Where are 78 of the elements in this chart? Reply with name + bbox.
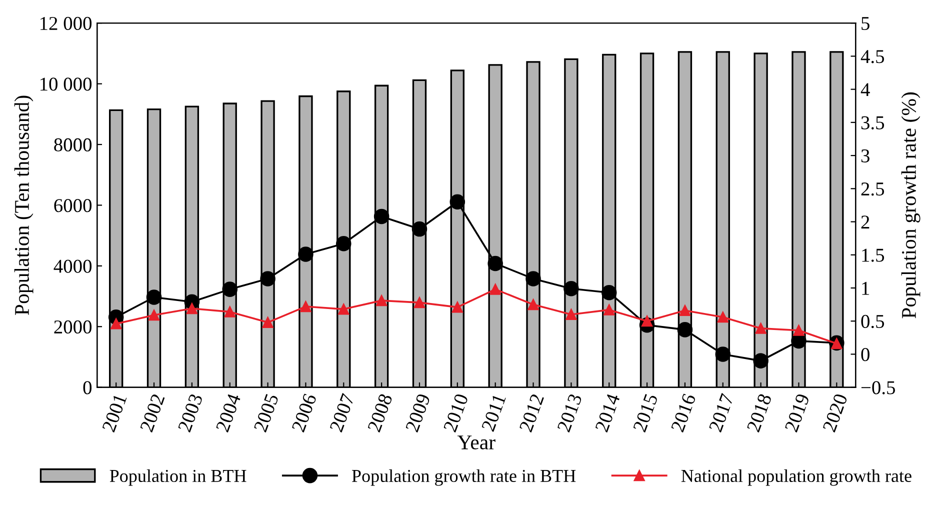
- point: [753, 353, 768, 368]
- point: [755, 322, 766, 334]
- x-axis-title: Year: [457, 436, 496, 450]
- y2-tick-label: 2.5: [861, 182, 884, 196]
- y2-axis-title: Population growth rate (%): [901, 92, 920, 318]
- point: [298, 246, 314, 262]
- point: [526, 271, 541, 286]
- legend-label: Population in BTH: [110, 469, 246, 486]
- point: [490, 284, 501, 295]
- point: [300, 300, 312, 312]
- point: [338, 304, 350, 315]
- y2-tick-label: 5: [862, 17, 870, 30]
- point: [414, 296, 426, 308]
- point: [793, 324, 804, 336]
- x-tick-label: 2017: [708, 392, 734, 433]
- x-tick-label: 2002: [140, 393, 165, 433]
- point: [604, 304, 615, 316]
- y-tick-label: 8000: [54, 138, 92, 152]
- x-tick-label: 2016: [670, 392, 696, 433]
- point: [450, 194, 466, 210]
- x-tick-label: 2006: [292, 392, 317, 433]
- x-tick-label: 2013: [557, 393, 582, 433]
- point: [564, 281, 579, 296]
- x-tick-label: 2012: [519, 393, 544, 433]
- y2-tick-label: 2: [861, 216, 870, 228]
- y-tick-label: 0: [83, 381, 92, 394]
- point: [222, 282, 238, 297]
- y2-tick-label: 3: [861, 149, 870, 162]
- point: [260, 271, 276, 286]
- y2-tick-label: 4.5: [860, 50, 884, 64]
- point: [679, 304, 691, 316]
- x-tick-label: 2003: [178, 393, 203, 433]
- y2-tick-label: 3.5: [861, 116, 884, 130]
- x-tick-label: 2014: [594, 392, 620, 433]
- point: [566, 308, 577, 320]
- y2-tick-label: 1.5: [862, 248, 884, 262]
- x-tick-label: 2005: [254, 393, 279, 433]
- point: [677, 322, 693, 338]
- y-axis-title: Population (Ten thousand): [14, 96, 34, 315]
- y-tick-label: 10 000: [40, 78, 92, 91]
- y-tick-label: 6000: [54, 199, 92, 212]
- point: [715, 346, 731, 362]
- x-tick-label: 2019: [784, 393, 810, 433]
- y2-tick-label: 1: [862, 282, 870, 295]
- point: [452, 302, 463, 313]
- point: [374, 208, 390, 224]
- point: [110, 318, 122, 330]
- y2-tick-label: 0: [861, 348, 870, 362]
- y2-tick-label: 4: [860, 83, 870, 96]
- y2-tick-label: −0.5: [861, 381, 895, 394]
- point: [376, 295, 388, 306]
- point: [262, 316, 274, 328]
- y2-tick-label: 0.5: [861, 314, 884, 328]
- y-tick-label: 4000: [54, 260, 92, 273]
- legend-label: National population growth rate: [681, 469, 912, 486]
- x-tick-label: 2004: [216, 392, 241, 433]
- point: [336, 236, 352, 252]
- x-tick-label: 2010: [443, 393, 468, 433]
- y-tick-label: 12 000: [40, 16, 92, 30]
- point: [224, 306, 236, 318]
- x-tick-label: 2015: [632, 393, 658, 433]
- point: [186, 302, 198, 314]
- point: [717, 312, 728, 323]
- x-tick-label: 2009: [405, 393, 430, 433]
- x-tick-label: 2008: [367, 393, 393, 433]
- point: [601, 284, 617, 300]
- x-tick-label: 2018: [746, 393, 772, 433]
- point: [488, 256, 503, 272]
- x-tick-label: 2020: [822, 393, 848, 433]
- y-tick-label: 2000: [54, 320, 92, 334]
- point: [528, 298, 539, 310]
- x-tick-label: 2001: [102, 393, 127, 433]
- point: [148, 310, 160, 321]
- legend-label: Population growth rate in BTH: [352, 469, 576, 486]
- point: [146, 290, 162, 305]
- point: [412, 221, 428, 237]
- x-tick-label: 2011: [481, 393, 506, 432]
- x-tick-label: 2007: [330, 392, 355, 433]
